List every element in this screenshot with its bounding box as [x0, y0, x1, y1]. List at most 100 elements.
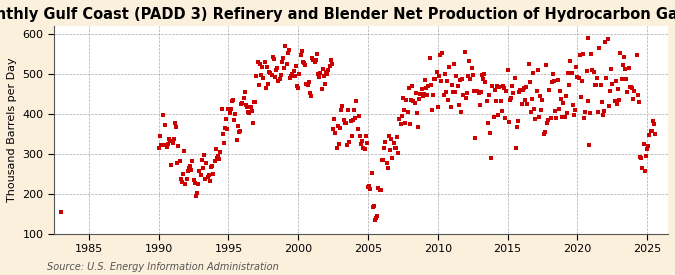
Point [184, 166, 194, 170]
Point [256, 72, 267, 77]
Point [362, 141, 373, 145]
Point [605, 67, 616, 71]
Point [520, 98, 531, 102]
Point [225, 107, 236, 111]
Point [457, 77, 468, 82]
Point [621, 76, 632, 81]
Point [336, 108, 347, 112]
Point [271, 67, 281, 72]
Point [602, 37, 613, 41]
Point [601, 76, 612, 81]
Point [391, 146, 402, 150]
Point [573, 75, 584, 80]
Point [645, 128, 656, 133]
Point [563, 71, 574, 76]
Point [631, 53, 642, 57]
Point [161, 144, 172, 149]
Point [612, 101, 622, 106]
Point [500, 115, 511, 120]
Point [234, 130, 244, 134]
Point [504, 98, 515, 102]
Point [523, 61, 534, 66]
Point [402, 110, 413, 115]
Point [309, 60, 320, 65]
Point [556, 97, 566, 101]
Point [353, 114, 364, 119]
Point [381, 161, 392, 165]
Point [396, 114, 407, 119]
Point [578, 51, 589, 56]
Point [589, 82, 600, 87]
Point [357, 138, 368, 143]
Point [169, 137, 180, 141]
Point [174, 158, 185, 163]
Point [203, 173, 214, 178]
Point [616, 76, 627, 81]
Point [486, 155, 497, 160]
Point [475, 103, 485, 107]
Point [389, 146, 400, 150]
Point [216, 106, 227, 111]
Point [323, 67, 334, 72]
Point [425, 56, 435, 60]
Point [202, 175, 213, 180]
Point [365, 187, 376, 192]
Point [570, 108, 580, 112]
Point [196, 158, 207, 162]
Point [462, 74, 473, 78]
Point [433, 74, 444, 79]
Point [433, 104, 443, 109]
Point [211, 147, 221, 151]
Point [369, 204, 379, 208]
Point [475, 90, 486, 94]
Point [597, 100, 608, 104]
Point [240, 89, 250, 94]
Point [495, 99, 506, 103]
Point [284, 48, 294, 52]
Point [428, 93, 439, 98]
Point [169, 120, 180, 125]
Point [350, 116, 360, 120]
Point [227, 98, 238, 102]
Point [304, 91, 315, 95]
Point [504, 120, 514, 125]
Point [514, 89, 524, 94]
Point [201, 160, 212, 165]
Point [626, 86, 637, 90]
Point [198, 166, 209, 170]
Point [394, 117, 405, 121]
Point [618, 54, 629, 59]
Point [295, 53, 306, 58]
Point [163, 141, 173, 146]
Point [290, 74, 300, 78]
Point [308, 58, 319, 62]
Point [528, 71, 539, 75]
Point [587, 68, 598, 73]
Point [211, 156, 222, 160]
Point [444, 65, 455, 69]
Point [647, 129, 657, 133]
Point [562, 111, 572, 115]
Point [335, 126, 346, 130]
Point [649, 122, 659, 126]
Point [337, 104, 348, 108]
Point [290, 64, 301, 68]
Y-axis label: Thousand Barrels per Day: Thousand Barrels per Day [7, 57, 17, 202]
Point [393, 150, 404, 155]
Point [55, 210, 66, 214]
Title: Monthly Gulf Coast (PADD 3) Refinery and Blender Net Production of Hydrocarbon G: Monthly Gulf Coast (PADD 3) Refinery and… [0, 7, 675, 22]
Point [641, 154, 651, 158]
Point [311, 52, 322, 56]
Point [539, 130, 550, 134]
Point [543, 118, 554, 123]
Point [489, 88, 500, 92]
Point [195, 173, 206, 177]
Point [450, 89, 460, 94]
Point [518, 86, 529, 90]
Point [370, 218, 381, 222]
Point [607, 82, 618, 86]
Point [529, 107, 540, 112]
Point [623, 66, 634, 70]
Point [274, 77, 285, 82]
Point [628, 97, 639, 101]
